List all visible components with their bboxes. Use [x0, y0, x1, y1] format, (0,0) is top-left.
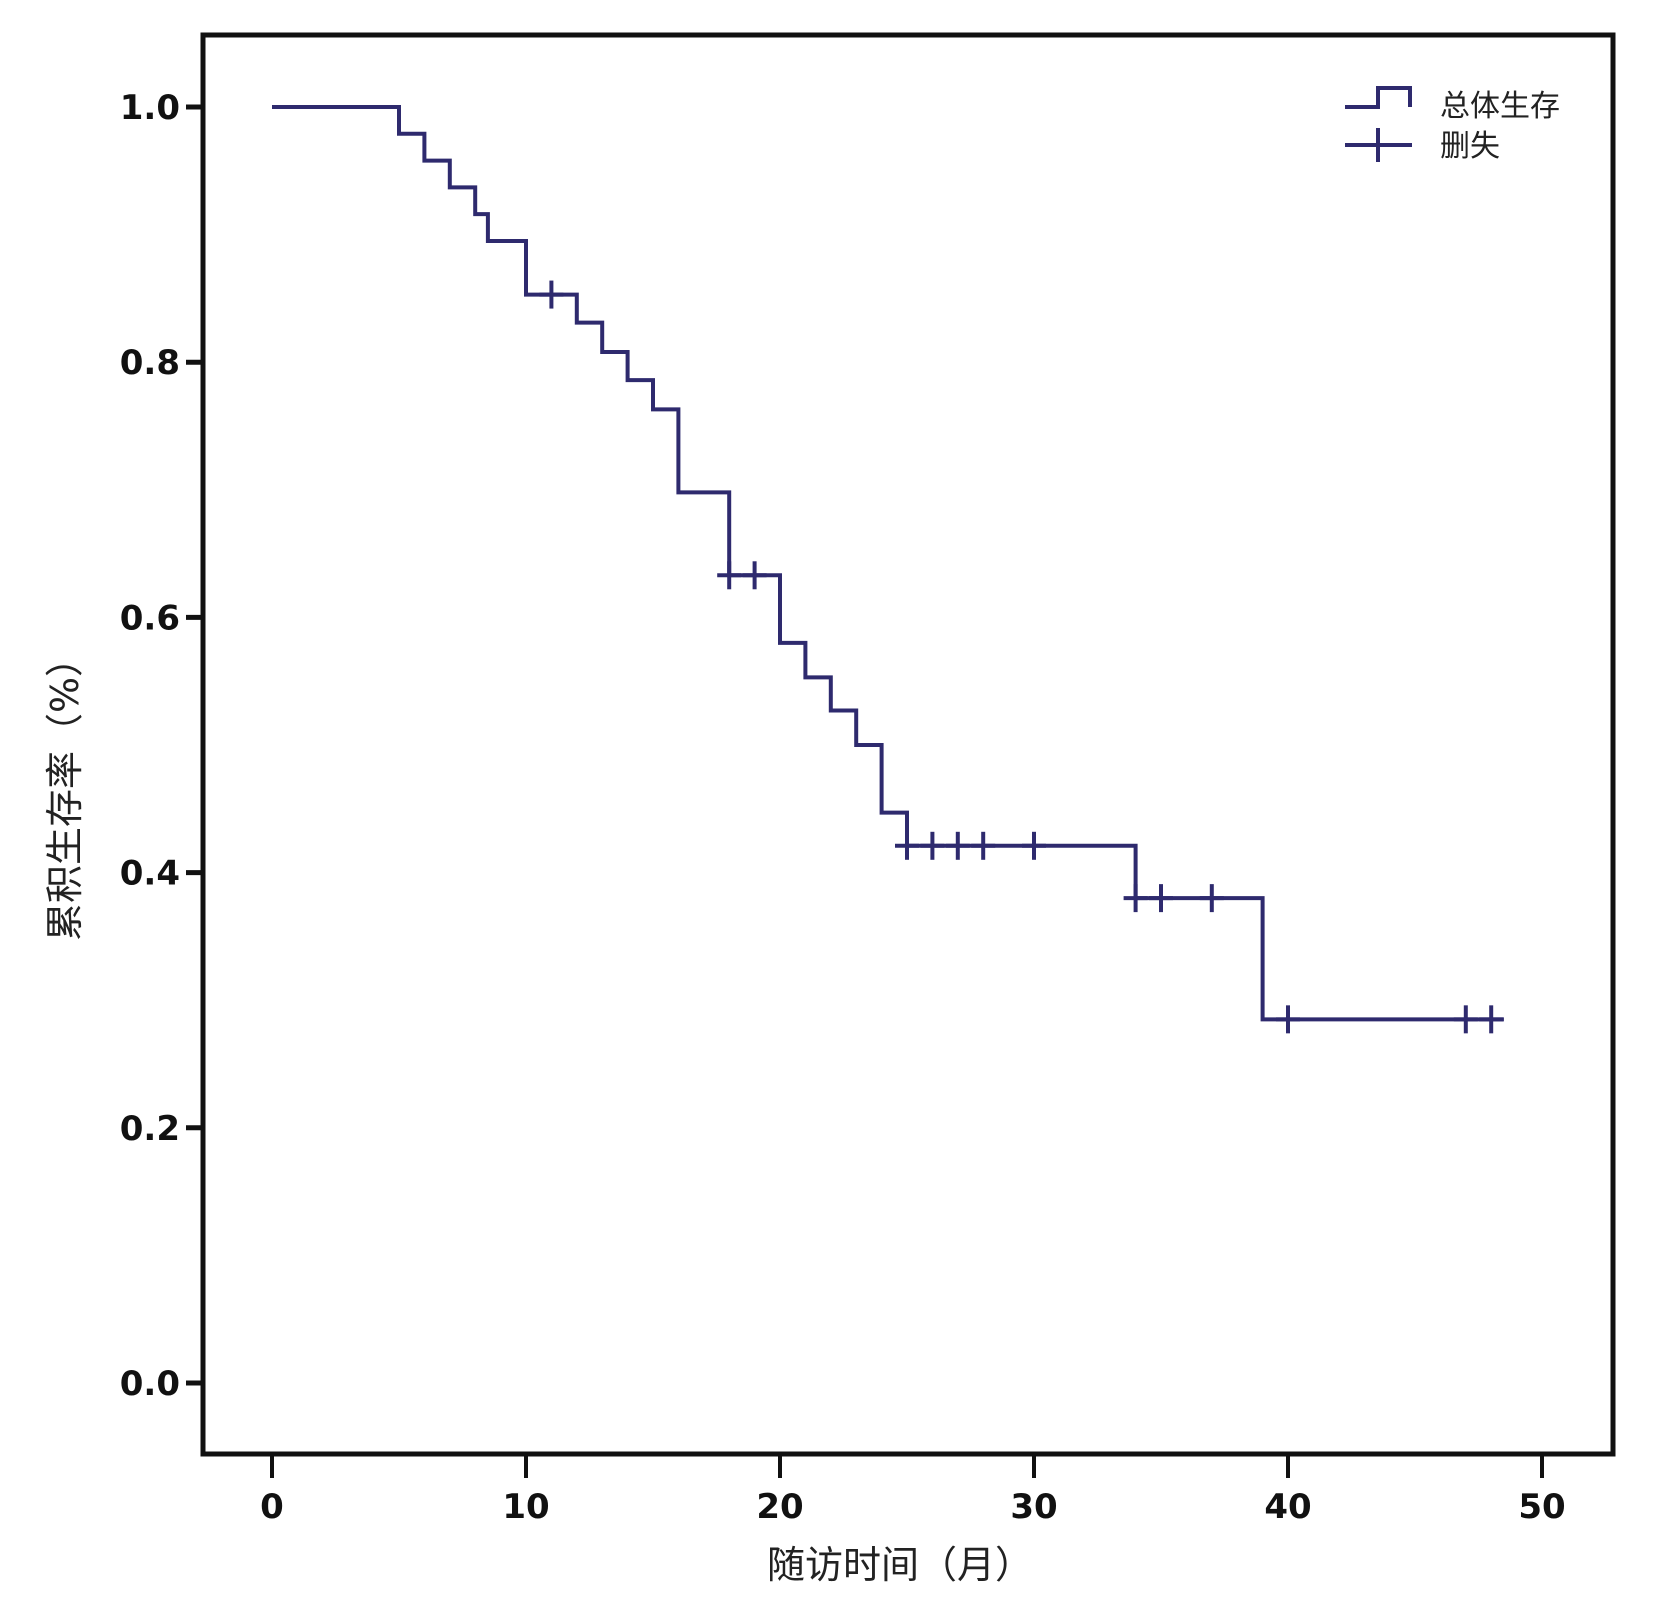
censor-mark	[1022, 831, 1046, 860]
censor-mark	[717, 561, 742, 590]
x-tick-label: 10	[502, 1487, 549, 1527]
y-tick-label: 0.4	[120, 854, 180, 894]
censor-mark	[920, 831, 945, 860]
y-tick-label: 1.0	[120, 88, 180, 128]
censor-mark	[1199, 884, 1224, 913]
legend-survival-label: 总体生存	[1440, 89, 1560, 124]
legend: 总体生存 删失	[1345, 86, 1560, 164]
censor-mark	[1479, 1005, 1504, 1034]
x-tick-label: 50	[1518, 1487, 1565, 1527]
y-tick-label: 0.8	[120, 343, 180, 383]
y-tick-label: 0.0	[120, 1364, 180, 1404]
x-tick-label: 0	[260, 1487, 284, 1527]
censor-mark	[895, 831, 919, 860]
legend-survival-icon	[1345, 86, 1412, 109]
y-axis-title: 累积生存率（%）	[43, 639, 87, 941]
x-tick-label: 20	[756, 1487, 803, 1527]
censor-mark	[1453, 1005, 1478, 1034]
legend-censor-label: 删失	[1440, 129, 1500, 164]
censor-mark	[1123, 884, 1148, 913]
y-tick-label: 0.6	[120, 598, 180, 638]
survival-curve	[272, 105, 1504, 1022]
censor-mark	[945, 831, 970, 860]
plot-frame	[200, 32, 1616, 1457]
censor-mark	[1276, 1005, 1300, 1034]
censor-mark	[742, 561, 767, 590]
censor-mark	[971, 831, 996, 860]
x-tick-label: 30	[1010, 1487, 1057, 1527]
censor-mark	[1149, 884, 1173, 913]
x-axis-title: 随访时间（月）	[767, 1543, 1033, 1587]
censor-mark	[539, 280, 564, 309]
x-tick-label: 40	[1264, 1487, 1311, 1527]
y-tick-label: 0.2	[120, 1109, 180, 1149]
